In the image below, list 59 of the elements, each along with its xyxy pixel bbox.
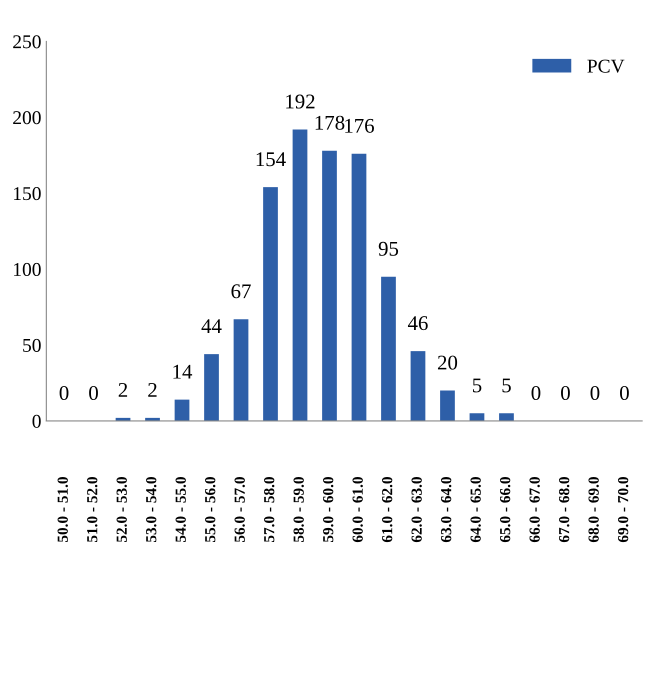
data-label: 44 [202, 319, 222, 334]
x-tick-label: 54.0 - 55.0 [176, 477, 186, 542]
data-label: 5 [502, 378, 511, 392]
data-label: 46 [408, 316, 428, 330]
bar [410, 351, 426, 421]
x-tick-label: 50.0 - 51.0 [58, 477, 68, 542]
data-label: 0 [60, 386, 68, 400]
data-label: 178 [316, 116, 344, 130]
x-tick-label: 59.0 - 60.0 [323, 477, 334, 542]
bar [499, 413, 514, 421]
bar [381, 276, 396, 421]
legend-label: PCV [587, 60, 624, 73]
data-label: 0 [561, 386, 570, 400]
x-tick-label: 51.0 - 52.0 [87, 477, 98, 542]
x-tick-label: 65.0 - 66.0 [500, 477, 510, 542]
bar [204, 354, 219, 421]
y-tick-label: 250 [13, 35, 41, 48]
data-label: 14 [173, 364, 192, 379]
data-label: 0 [590, 386, 600, 400]
bar [470, 413, 484, 421]
x-tick-label: 63.0 - 64.0 [440, 477, 452, 542]
x-tick-label: 52.0 - 53.0 [116, 477, 127, 542]
x-tick-label: 64.0 - 65.0 [470, 477, 481, 542]
x-tick-label: 53.0 - 54.0 [146, 477, 156, 542]
data-label: 176 [345, 118, 374, 133]
x-tick-label: 68.0 - 69.0 [588, 477, 599, 542]
bar [292, 129, 308, 421]
x-tick-label: 58.0 - 59.0 [294, 477, 304, 542]
data-label: 154 [256, 152, 286, 166]
data-label: 0 [89, 386, 98, 400]
bar [352, 154, 366, 421]
y-tick-label: 150 [14, 187, 41, 200]
y-tick-label: 50 [23, 338, 41, 352]
bar [234, 319, 248, 421]
y-tick-label: 0 [32, 414, 41, 428]
data-label: 0 [620, 386, 629, 400]
data-label: 20 [438, 356, 458, 370]
data-label: 95 [378, 242, 398, 256]
x-tick-label: 69.0 - 70.0 [618, 477, 628, 542]
bar [322, 150, 337, 421]
bar [174, 400, 190, 421]
data-label: 5 [472, 378, 482, 392]
y-tick-label: 200 [13, 111, 41, 124]
data-label: 2 [118, 382, 128, 397]
data-label: 67 [231, 284, 251, 298]
bar [440, 390, 455, 421]
x-tick-label: 67.0 - 68.0 [558, 477, 570, 542]
data-label: 192 [286, 94, 314, 109]
x-tick-label: 55.0 - 56.0 [205, 477, 216, 542]
x-tick-label: 66.0 - 67.0 [529, 477, 540, 542]
bar [263, 187, 278, 421]
y-tick-label: 100 [14, 262, 41, 276]
data-label: 0 [532, 386, 540, 400]
x-tick-label: 62.0 - 63.0 [411, 477, 422, 542]
x-tick-label: 60.0 - 61.0 [352, 477, 363, 542]
x-tick-label: 61.0 - 62.0 [382, 477, 392, 542]
data-label: 2 [148, 382, 157, 397]
x-tick-label: 57.0 - 58.0 [264, 477, 274, 542]
x-tick-label: 56.0 - 57.0 [234, 477, 245, 542]
